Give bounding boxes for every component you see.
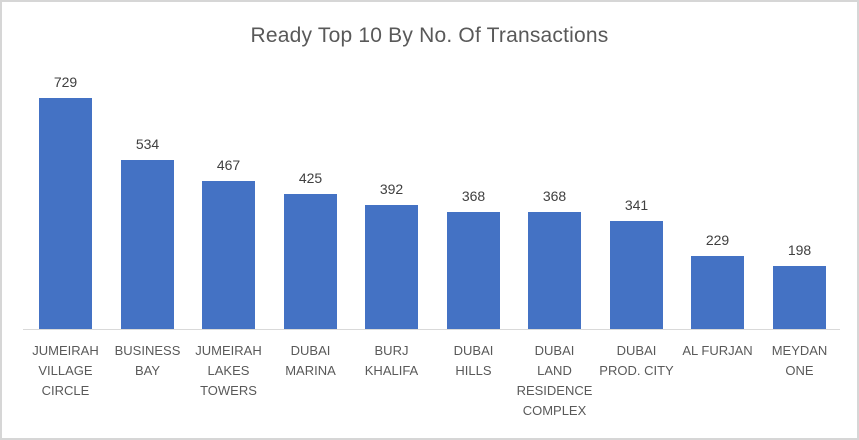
category-label: DUBAI PROD. CITY xyxy=(591,341,683,381)
category-label-line: DUBAI xyxy=(534,343,575,358)
category-label: DUBAI LAND RESIDENCE COMPLEX xyxy=(509,341,601,421)
category-label-line: ONE xyxy=(785,363,814,378)
category-label-line: BURJ xyxy=(374,343,409,358)
category-label-line: RESIDENCE xyxy=(516,383,593,398)
bar xyxy=(365,205,418,329)
category-label: JUMEIRAH VILLAGE CIRCLE xyxy=(20,341,112,401)
value-label: 729 xyxy=(53,74,78,90)
category-label-line: MARINA xyxy=(285,363,336,378)
category-label-line: HILLS xyxy=(455,363,492,378)
bar xyxy=(284,194,337,329)
bar xyxy=(528,212,581,329)
category-label-line: JUMEIRAH xyxy=(195,343,262,358)
category-label-line: COMPLEX xyxy=(522,403,587,418)
category-label: DUBAI MARINA xyxy=(265,341,357,381)
category-label-line: CIRCLE xyxy=(41,383,90,398)
category-label-line: KHALIFA xyxy=(364,363,419,378)
category-label-line: LAND xyxy=(537,363,572,378)
category-label: DUBAI HILLS xyxy=(428,341,520,381)
value-label: 392 xyxy=(379,181,404,197)
bar xyxy=(610,221,663,329)
category-label: BURJ KHALIFA xyxy=(346,341,438,381)
category-label-line: BUSINESS xyxy=(114,343,181,358)
bar xyxy=(447,212,500,329)
category-label-line: MEYDAN xyxy=(771,343,828,358)
chart-title: Ready Top 10 By No. Of Transactions xyxy=(250,24,609,47)
category-label: AL FURJAN xyxy=(672,341,764,361)
bar xyxy=(691,256,744,329)
category-label: MEYDAN ONE xyxy=(754,341,846,381)
category-label-line: AL FURJAN xyxy=(682,343,753,358)
category-label-line: LAKES xyxy=(207,363,250,378)
value-label: 198 xyxy=(787,242,812,258)
value-label: 425 xyxy=(298,170,323,186)
bar xyxy=(39,98,92,329)
category-label-line: DUBAI xyxy=(616,343,657,358)
bar xyxy=(773,266,826,329)
value-label: 368 xyxy=(461,188,486,204)
value-label: 368 xyxy=(542,188,567,204)
value-label: 229 xyxy=(705,232,730,248)
value-label: 341 xyxy=(624,197,649,213)
category-label-line: VILLAGE xyxy=(38,363,93,378)
category-label-line: DUBAI xyxy=(290,343,331,358)
category-label: JUMEIRAH LAKES TOWERS xyxy=(183,341,275,401)
x-axis-line xyxy=(23,329,840,330)
bar xyxy=(121,160,174,329)
category-label-line: JUMEIRAH xyxy=(32,343,99,358)
value-label: 467 xyxy=(216,157,241,173)
category-label-line: TOWERS xyxy=(200,383,257,398)
value-label: 534 xyxy=(135,136,160,152)
category-label-line: BAY xyxy=(134,363,161,378)
category-label-line: PROD. CITY xyxy=(599,363,674,378)
bar xyxy=(202,181,255,329)
category-label-line: DUBAI xyxy=(453,343,494,358)
category-label: BUSINESS BAY xyxy=(102,341,194,381)
